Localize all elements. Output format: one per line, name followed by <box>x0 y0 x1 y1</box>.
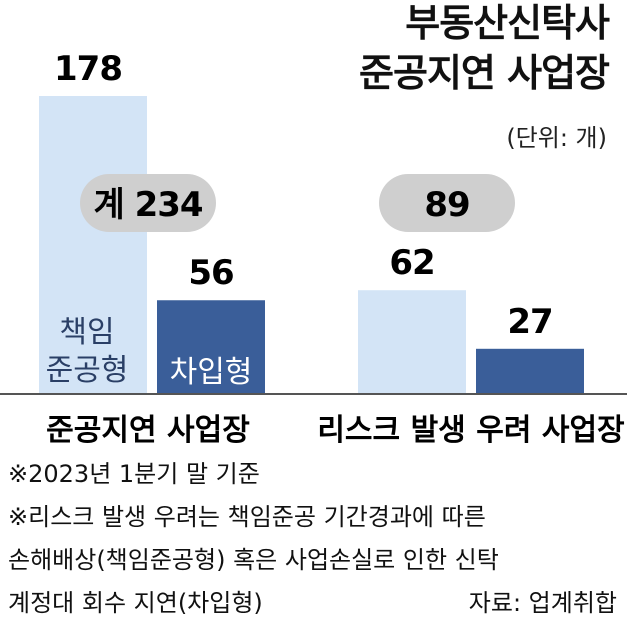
source-label: 자료: 업계취합 <box>468 589 617 617</box>
footnote-basis: ※2023년 1분기 말 기준 <box>8 460 260 488</box>
bar-responsible-1 <box>358 290 466 394</box>
footnote-risk-line2: 손해배상(책임준공형) 혹은 사업손실로 인한 신탁 <box>8 546 499 574</box>
category-label: 준공지연 사업장 <box>46 413 250 448</box>
total-pill <box>379 174 515 232</box>
total-label: 89 <box>424 185 469 225</box>
category-label: 리스크 발생 우려 사업장 <box>317 413 625 448</box>
bar-loan-1 <box>476 348 584 394</box>
unit-label: (단위: 개) <box>506 124 607 152</box>
total-label: 계 234 <box>93 185 202 225</box>
in-bar-label-loan: 차입형 <box>170 355 253 390</box>
value-label: 62 <box>389 243 434 283</box>
value-label: 56 <box>188 253 233 293</box>
bar-chart: 178 56 책임준공형 차입형 계 234 준공지연 사업장 62 27 89 리스크 발생 우… <box>0 49 627 448</box>
chart-title-line2: 준공지연 사업장 <box>359 51 610 95</box>
in-bar-label-responsible: 책임 <box>59 315 114 350</box>
chart-title-line1: 부동산신탁사 <box>405 1 610 45</box>
value-label: 27 <box>507 302 552 342</box>
footnote-risk-line3: 계정대 회수 지연(차입형) <box>8 589 263 617</box>
total-pill <box>80 174 216 232</box>
in-bar-label-responsible: 준공형 <box>46 353 129 388</box>
bar-responsible-0 <box>39 96 147 394</box>
bar-loan-0 <box>157 300 265 394</box>
footnote-risk-line1: ※리스크 발생 우려는 책임준공 기간경과에 따른 <box>8 503 486 531</box>
value-label: 178 <box>54 49 122 89</box>
